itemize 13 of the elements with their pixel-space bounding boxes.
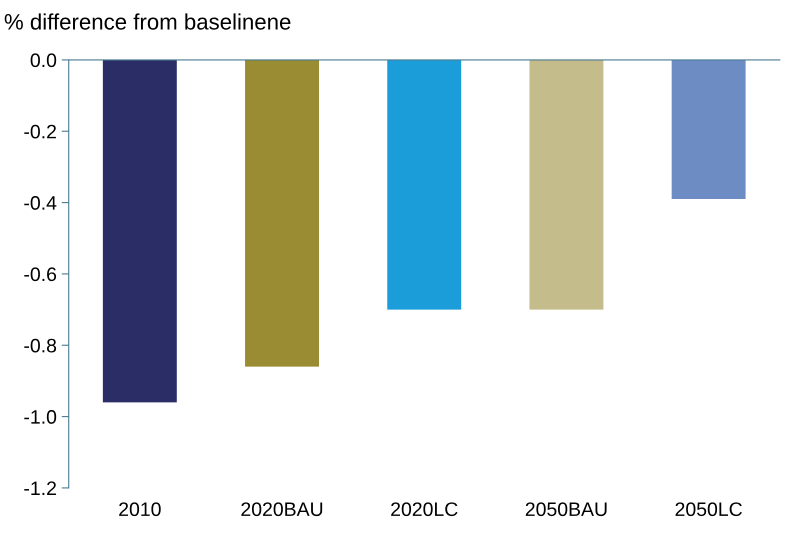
y-axis-title: % difference from baselinene: [4, 13, 290, 30]
x-tick-label: 2020BAU: [241, 502, 322, 516]
y-tick-label: -0.8: [24, 338, 56, 352]
y-tick-label: -0.6: [24, 267, 56, 282]
y-tick-label: 0.0: [30, 53, 56, 68]
y-tick-label: -1.0: [24, 410, 56, 424]
y-tick-label: -0.2: [24, 124, 56, 138]
x-tick-label: 2010: [119, 502, 161, 516]
x-tick-label: 2050BAU: [526, 502, 607, 516]
x-tick-label: 2020LC: [391, 502, 458, 516]
y-tick-label: -0.4: [24, 196, 56, 210]
y-tick-label: -1.2: [24, 481, 56, 495]
x-tick-label: 2050LC: [676, 502, 742, 516]
